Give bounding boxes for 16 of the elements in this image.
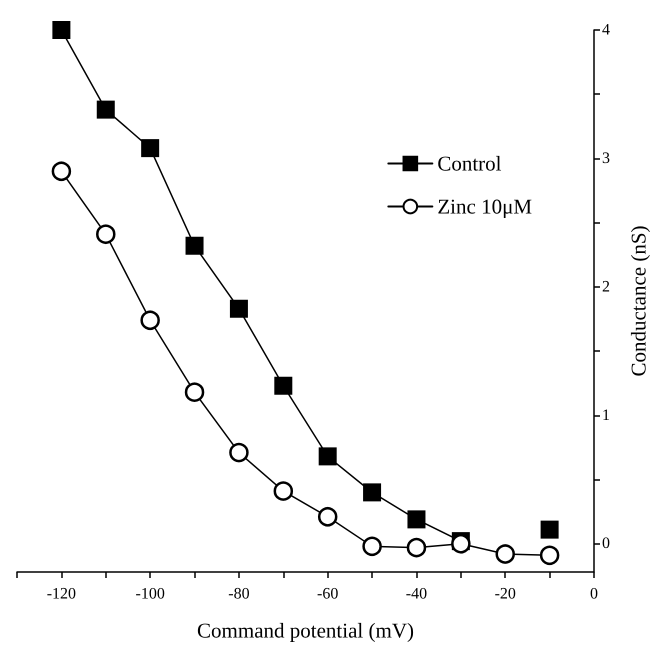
y-tick-label: 3 [602, 150, 610, 167]
x-tick-label: 0 [590, 586, 598, 602]
x-tick-label: -100 [135, 586, 165, 602]
x-tick-label: -60 [317, 586, 338, 602]
x-tick-label: -20 [494, 586, 516, 602]
legend-label: Zinc 10μM [437, 194, 532, 218]
x-tick-label: -80 [228, 586, 250, 602]
legend-label: Control [437, 152, 502, 176]
y-tick-label: 2 [602, 278, 610, 296]
y-tick-label: 1 [602, 406, 610, 424]
x-tick-label: -120 [46, 586, 76, 602]
x-axis-title: Command potential (mV) [197, 618, 414, 642]
y-axis-title: Conductance (nS) [626, 225, 650, 377]
x-tick-label: -40 [406, 586, 428, 602]
y-tick-label: 0 [602, 535, 610, 552]
y-tick-label: 4 [602, 22, 610, 38]
